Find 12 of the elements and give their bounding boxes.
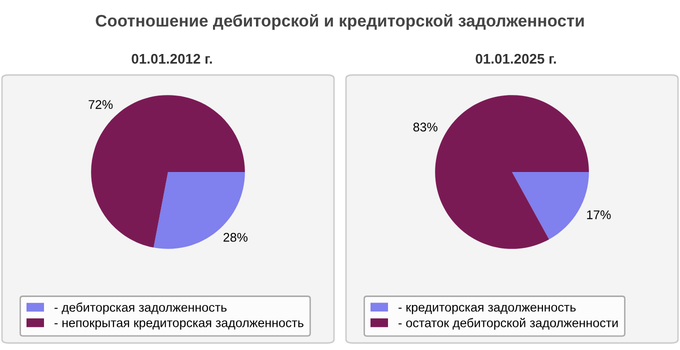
data-label: 17% bbox=[587, 210, 611, 220]
data-label: 83% bbox=[413, 122, 438, 132]
legend-label: - кредиторская задолженность bbox=[398, 304, 576, 314]
chart-subtitle: 01.01.2025 г. bbox=[476, 54, 556, 64]
legend-label: - остаток дебиторской задолженности bbox=[398, 318, 618, 330]
legend-label: - непокрытая кредиторская задолженность bbox=[54, 320, 304, 330]
chart-subtitle: 01.01.2012 г. bbox=[132, 54, 212, 64]
legend-label: - дебиторская задолженность bbox=[54, 302, 227, 314]
pie-slice bbox=[512, 172, 589, 240]
chart-title: Соотношение дебиторской и кредиторской задолженности bbox=[96, 14, 584, 30]
data-label: 72% bbox=[88, 100, 113, 109]
data-label: 28% bbox=[224, 232, 248, 242]
